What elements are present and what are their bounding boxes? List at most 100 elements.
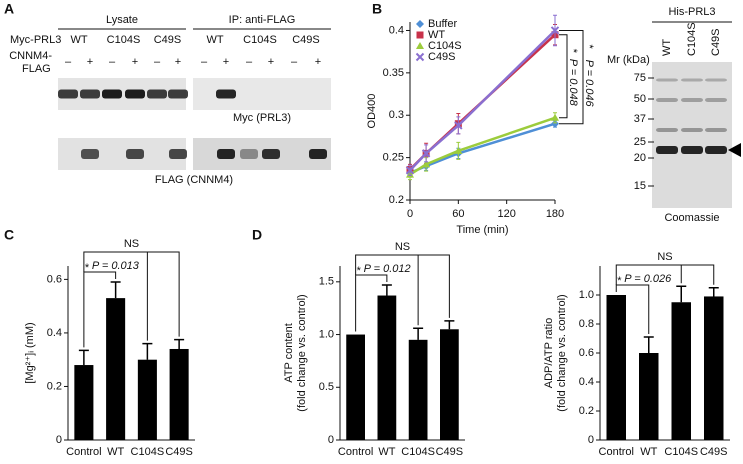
bar (106, 298, 126, 440)
x-tick-label: Control (66, 446, 101, 458)
significance-star: * (567, 49, 579, 54)
band (58, 89, 78, 99)
band (240, 149, 258, 159)
bar (346, 334, 365, 440)
sign: – (65, 56, 72, 68)
error-bar (110, 281, 121, 299)
band (705, 128, 727, 132)
construct-label: WT (70, 34, 87, 46)
y-tick-label: 1.0 (319, 328, 334, 340)
gel-title: His-PRL3 (668, 6, 715, 18)
y-tick-label: 1.0 (579, 289, 594, 301)
band-arrow (728, 143, 741, 157)
band (681, 128, 703, 132)
p-value: P = 0.026 (624, 273, 672, 285)
error-bar (643, 336, 654, 353)
y-tick-label: 1.5 (319, 276, 334, 288)
x-tick-label: C104S (401, 446, 435, 458)
marker-label: 50 (634, 93, 646, 105)
error-bar (78, 349, 89, 366)
y-axis-title: OD400 (366, 94, 378, 129)
legend-label: WT (428, 29, 445, 41)
sign: – (291, 56, 298, 68)
bar (408, 339, 428, 440)
point (550, 26, 560, 35)
construct-label: C104S (243, 34, 277, 46)
band (126, 149, 144, 159)
sign: – (109, 56, 116, 68)
y-axis-title: (fold change vs. control) (556, 294, 568, 411)
gel-axis-title: Mr (kDa) (607, 54, 650, 66)
bar (74, 365, 94, 440)
bracket (559, 34, 568, 119)
band (681, 78, 703, 82)
panel-letter: C (4, 227, 14, 243)
significance-star: * (85, 262, 90, 274)
sign: + (315, 56, 321, 68)
sign: + (87, 56, 93, 68)
band (147, 89, 167, 99)
band (125, 89, 145, 99)
p-value: P = 0.048 (567, 59, 579, 107)
bar (440, 329, 459, 440)
y-tick-label: 0 (588, 434, 594, 446)
y-tick-label: 0.3 (389, 109, 404, 121)
x-tick-label: C104S (131, 446, 165, 458)
bar (704, 296, 724, 440)
ns-label: NS (657, 251, 672, 263)
band (262, 149, 280, 159)
y-tick-label: 0.5 (319, 381, 334, 393)
panel-letter: B (372, 1, 382, 17)
band (705, 146, 727, 154)
bracket (83, 271, 117, 348)
marker-label: 20 (634, 152, 646, 164)
band (168, 89, 188, 99)
row-label: CNNM4- (9, 50, 52, 62)
bar (377, 295, 397, 440)
bracket (615, 264, 715, 285)
point (421, 149, 431, 158)
x-tick-label: Control (599, 446, 634, 458)
point (551, 119, 559, 128)
bracket (83, 251, 180, 341)
series-line (409, 29, 556, 172)
blot-caption: Myc (PRL3) (233, 112, 291, 124)
bar (169, 348, 189, 440)
legend-marker (416, 20, 424, 28)
lane-label: C104S (686, 22, 698, 56)
x-tick-label: 60 (452, 208, 464, 220)
point (454, 146, 463, 154)
band (216, 89, 236, 99)
error-bar (381, 284, 392, 296)
band (80, 89, 100, 99)
x-tick-label: Control (338, 446, 373, 458)
band (705, 98, 727, 102)
lane-label: C49S (710, 28, 722, 56)
significance-star: * (617, 275, 622, 287)
blot (58, 138, 186, 170)
error-bar (676, 285, 687, 303)
blot (193, 78, 331, 110)
p-value: P = 0.046 (583, 60, 595, 108)
sign: – (201, 56, 208, 68)
error-bar (142, 342, 153, 360)
y-tick-label: 0 (56, 434, 62, 446)
y-tick-label: 0.8 (579, 318, 594, 330)
band (656, 128, 678, 132)
band (309, 149, 327, 159)
panel-letter: A (4, 1, 14, 17)
x-tick-label: C49S (165, 446, 193, 458)
x-tick-label: WT (640, 446, 657, 458)
ns-label: NS (124, 238, 139, 250)
y-tick-label: 0.6 (47, 273, 62, 285)
band (681, 146, 703, 154)
gel-caption: Coomassie (664, 212, 719, 224)
ns-label: NS (395, 241, 410, 253)
bar (137, 359, 157, 440)
band (102, 89, 122, 99)
row-label: Myc-PRL3 (10, 34, 61, 46)
x-tick-label: 120 (497, 208, 515, 220)
y-axis-title: (fold change vs. control) (296, 294, 308, 411)
y-tick-label: 0.6 (579, 347, 594, 359)
